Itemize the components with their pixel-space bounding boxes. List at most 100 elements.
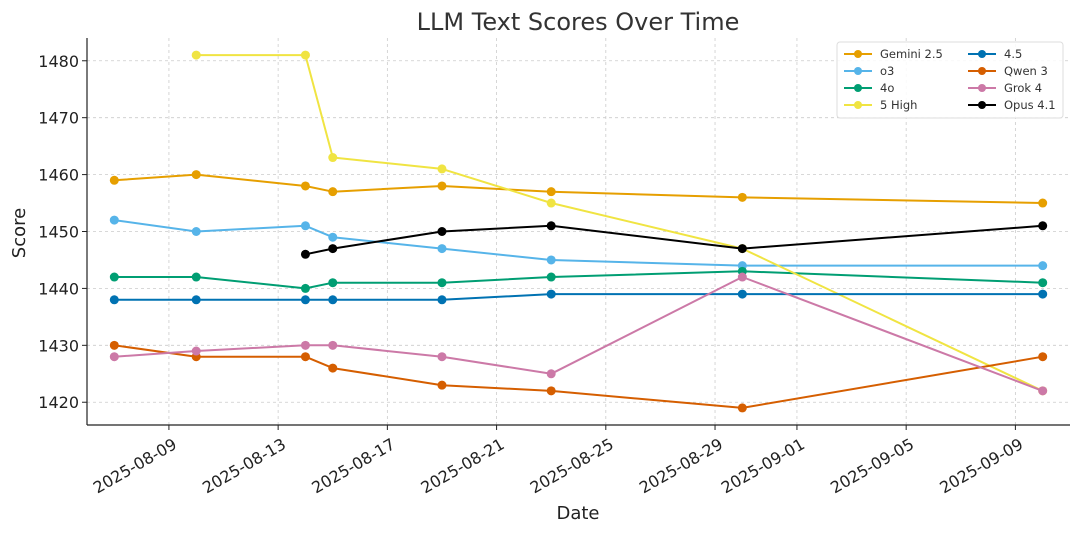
data-point-grok-4	[300, 340, 310, 350]
y-tick-label: 1470	[38, 109, 79, 128]
data-point-opus-4-1	[1038, 221, 1048, 231]
data-point-4o	[300, 283, 310, 293]
legend-label: 5 High	[880, 98, 917, 112]
data-point-gemini-2-5	[300, 181, 310, 191]
data-point-o3	[328, 232, 338, 242]
legend-item-o3: o3	[844, 64, 894, 78]
x-tick-label: 2025-09-09	[936, 434, 1026, 497]
data-point-qwen-3	[1038, 352, 1048, 362]
legend-swatch-marker	[854, 67, 862, 75]
legend-label: Gemini 2.5	[880, 47, 943, 61]
y-tick-label: 1460	[38, 166, 79, 185]
series-line-grok-4	[114, 276, 1044, 392]
data-point-4-5	[546, 289, 556, 299]
legend-item-grok-4: Grok 4	[968, 81, 1042, 95]
x-tick-label: 2025-09-05	[827, 434, 917, 497]
y-tick-label: 1430	[38, 336, 79, 355]
series-line-4o	[114, 270, 1043, 290]
data-point-gemini-2-5	[437, 181, 447, 191]
data-point-grok-4	[191, 346, 201, 356]
legend-swatch-marker	[854, 50, 862, 58]
data-point-4-5	[328, 295, 338, 305]
legend-item-4o: 4o	[844, 81, 894, 95]
data-point-4-5	[191, 295, 201, 305]
y-tick-label: 1420	[38, 393, 79, 412]
legend-swatch-marker	[978, 101, 986, 109]
data-point-5-high	[546, 198, 556, 208]
data-point-4o	[546, 272, 556, 282]
data-point-opus-4-1	[546, 221, 556, 231]
data-point-4o	[437, 278, 447, 288]
legend-swatch-marker	[854, 84, 862, 92]
x-tick-label: 2025-08-17	[308, 434, 398, 497]
x-axis-label: Date	[556, 503, 599, 524]
series-lines	[109, 50, 1048, 413]
data-point-4-5	[1038, 289, 1048, 299]
data-point-gemini-2-5	[109, 175, 119, 185]
series-line-o3	[114, 219, 1043, 267]
legend-label: Qwen 3	[1004, 64, 1048, 78]
data-point-opus-4-1	[328, 244, 338, 254]
chart-title: LLM Text Scores Over Time	[417, 8, 740, 36]
series-gemini-2-5	[109, 170, 1048, 208]
x-tick-label: 2025-09-01	[718, 434, 808, 497]
data-point-grok-4	[1038, 386, 1048, 396]
legend-label: 4o	[880, 81, 894, 95]
y-tick-label: 1450	[38, 223, 79, 242]
legend-label: Grok 4	[1004, 81, 1042, 95]
data-point-o3	[546, 255, 556, 265]
data-point-qwen-3	[546, 386, 556, 396]
data-point-grok-4	[437, 352, 447, 362]
series-line-opus-4-1	[305, 224, 1043, 256]
legend-box	[836, 41, 1064, 119]
data-point-4-5	[737, 289, 747, 299]
series-4-5	[109, 289, 1048, 305]
series-qwen-3	[109, 340, 1048, 413]
data-point-o3	[437, 244, 447, 254]
legend-swatch-marker	[978, 84, 986, 92]
series-line-gemini-2-5	[114, 173, 1043, 204]
data-point-4-5	[109, 295, 119, 305]
y-tick-label: 1440	[38, 279, 79, 298]
data-point-gemini-2-5	[1038, 198, 1048, 208]
data-point-gemini-2-5	[737, 192, 747, 202]
y-axis-label: Score	[9, 208, 30, 258]
data-point-grok-4	[737, 272, 747, 282]
data-point-o3	[1038, 261, 1048, 271]
data-point-grok-4	[328, 340, 338, 350]
grid	[87, 38, 1070, 425]
data-point-grok-4	[546, 369, 556, 379]
series-grok-4	[109, 272, 1048, 396]
series-o3	[109, 215, 1048, 271]
data-point-opus-4-1	[437, 227, 447, 236]
x-tick-label: 2025-08-13	[199, 434, 289, 497]
data-point-qwen-3	[437, 380, 447, 390]
data-point-qwen-3	[328, 363, 338, 373]
data-point-gemini-2-5	[328, 187, 338, 197]
legend-swatch-marker	[978, 67, 986, 75]
data-point-opus-4-1	[737, 244, 747, 254]
data-point-qwen-3	[737, 403, 747, 413]
legend-label: 4.5	[1004, 47, 1022, 61]
legend-item-4-5: 4.5	[968, 47, 1022, 61]
series-opus-4-1	[300, 221, 1048, 259]
legend-label: Opus 4.1	[1004, 98, 1056, 112]
data-point-4o	[328, 278, 338, 288]
x-tick-label: 2025-08-29	[636, 434, 726, 497]
legend-label: o3	[880, 64, 894, 78]
legend-swatch-marker	[978, 50, 986, 58]
data-point-4o	[109, 272, 119, 282]
data-point-gemini-2-5	[191, 170, 201, 180]
legend-swatch-marker	[854, 101, 862, 109]
legend-item-gemini-2-5: Gemini 2.5	[844, 47, 943, 61]
data-point-o3	[191, 227, 201, 236]
legend-item-qwen-3: Qwen 3	[968, 64, 1048, 78]
series-4o	[109, 266, 1048, 293]
data-point-grok-4	[109, 352, 119, 362]
x-tick-label: 2025-08-25	[527, 434, 617, 497]
data-point-o3	[109, 215, 119, 225]
data-point-4-5	[300, 295, 310, 305]
data-point-4o	[1038, 278, 1048, 288]
data-point-4o	[191, 272, 201, 282]
